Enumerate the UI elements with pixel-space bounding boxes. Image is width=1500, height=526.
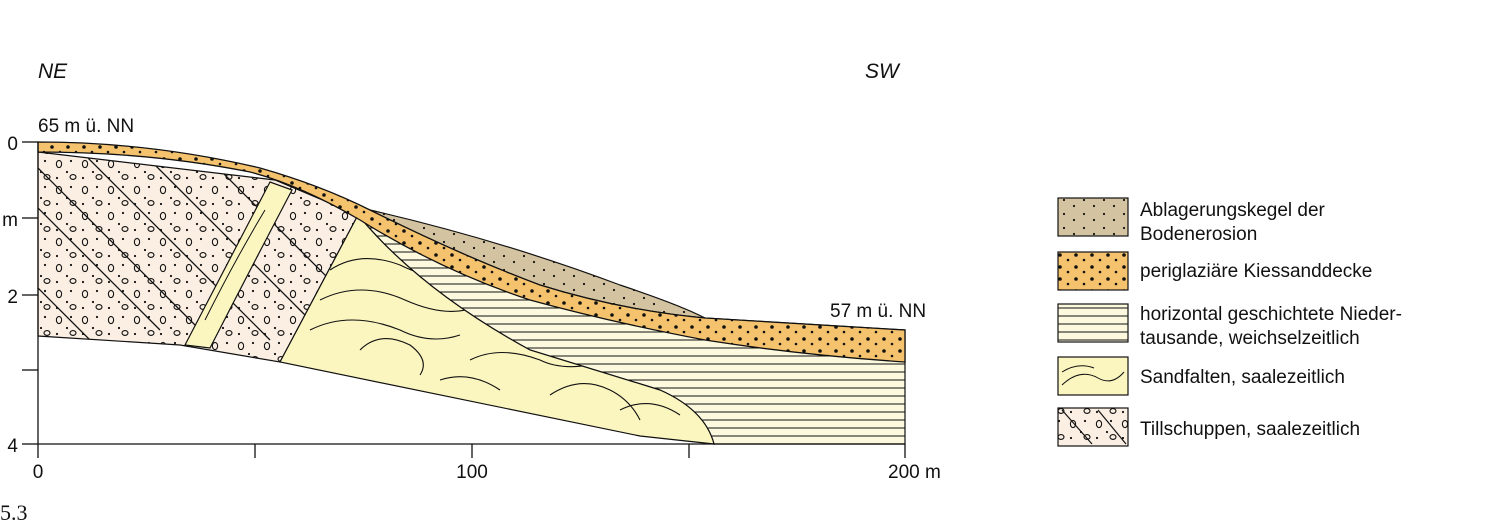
legend-label-kiessanddecke: periglaziäre Kiessanddecke <box>1140 261 1372 282</box>
kiessanddecke-layer <box>37 141 906 363</box>
legend-item-tillschuppen: Tillschuppen, saalezeitlich <box>1057 407 1360 447</box>
x-label-200: 200 m <box>888 462 941 483</box>
legend-label-tillschuppen: Tillschuppen, saalezeitlich <box>1140 419 1360 440</box>
sand-dyke <box>184 181 293 349</box>
axes <box>22 141 906 458</box>
legend-label-niedertausande-1: horizontal geschichtete Nieder- <box>1140 304 1402 325</box>
x-label-0: 0 <box>33 462 44 483</box>
direction-ne: NE <box>38 60 68 83</box>
legend-label-sandfalten: Sandfalten, saalezeitlich <box>1140 367 1345 388</box>
direction-sw: SW <box>865 60 901 83</box>
legend-label-niedertausande-2: tausande, weichselzeitlich <box>1140 328 1360 349</box>
y-label-m: m <box>2 210 18 231</box>
legend-item-bodenerosion: Ablagerungskegel der Bodenerosion <box>1057 197 1326 245</box>
legend-label-bodenerosion-1: Ablagerungskegel der <box>1140 200 1326 221</box>
legend-item-sandfalten: Sandfalten, saalezeitlich <box>1057 356 1345 396</box>
legend-swatch-kiessanddecke <box>1057 251 1129 291</box>
y-label-4: 4 <box>7 436 18 457</box>
legend: Ablagerungskegel der Bodenerosion perigl… <box>1057 197 1402 447</box>
legend-item-niedertausande: horizontal geschichtete Nieder- tausande… <box>1057 303 1402 349</box>
x-label-100: 100 <box>456 462 488 483</box>
elevation-left: 65 m ü. NN <box>38 116 134 137</box>
elevation-right: 57 m ü. NN <box>830 301 926 322</box>
legend-swatch-tillschuppen <box>1057 407 1129 447</box>
legend-label-bodenerosion-2: Bodenerosion <box>1140 224 1257 245</box>
figure-number: 5.3 <box>0 500 28 525</box>
y-label-0: 0 <box>7 134 18 155</box>
legend-swatch-bodenerosion <box>1057 197 1129 237</box>
y-label-2: 2 <box>7 287 18 308</box>
legend-item-kiessanddecke: periglaziäre Kiessanddecke <box>1057 251 1372 291</box>
legend-swatch-niedertausande <box>1057 303 1129 343</box>
